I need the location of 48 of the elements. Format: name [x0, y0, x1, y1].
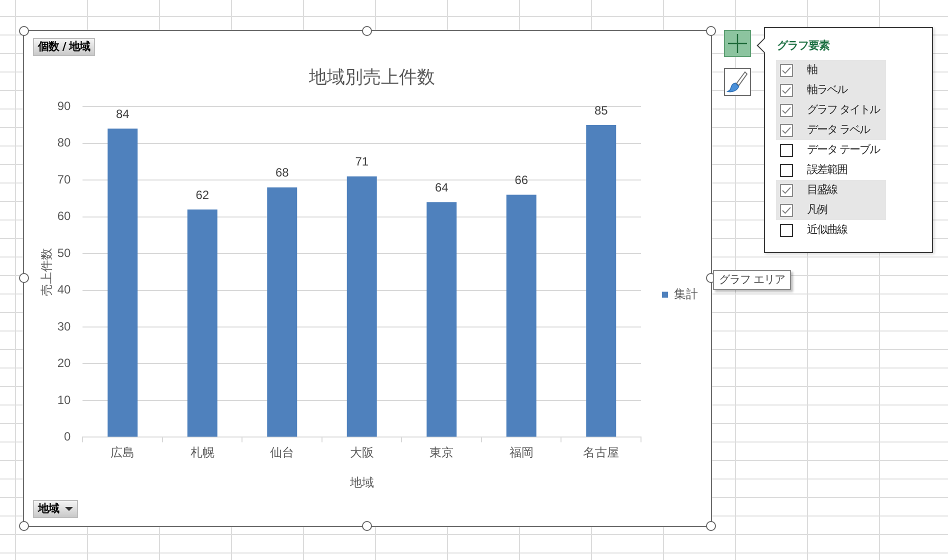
x-tick-label: 東京 — [430, 446, 454, 460]
y-axis-title: 売上件数 — [40, 248, 54, 296]
y-tick-label: 70 — [57, 172, 72, 186]
menu-item: 軸 — [776, 60, 886, 80]
data-label: 71 — [355, 154, 369, 169]
menu-item: 軸ラベル — [776, 80, 886, 100]
y-tick-label: 40 — [57, 282, 72, 297]
menu-item: 目盛線 — [776, 180, 886, 200]
bar — [426, 202, 457, 437]
data-label: 68 — [275, 166, 290, 180]
y-tick-label: 60 — [57, 209, 72, 224]
bar — [346, 176, 377, 437]
data-label: 84 — [116, 106, 130, 121]
tooltip: グラフ エリア — [713, 270, 791, 290]
menu-item: 誤差範囲 — [776, 160, 886, 180]
data-label: 66 — [514, 173, 528, 188]
data-label: 85 — [594, 103, 608, 118]
menu-item: グラフ タイトル — [776, 100, 886, 120]
y-tick-label: 0 — [64, 430, 72, 444]
x-tick-label: 大阪 — [350, 446, 374, 460]
bar — [108, 128, 138, 437]
x-tick-label: 福岡 — [509, 446, 534, 460]
field-button: 地域 — [33, 500, 78, 518]
y-tick-label: 50 — [57, 246, 72, 260]
data-label: 62 — [196, 188, 210, 202]
text: グラフ要素 — [777, 39, 830, 53]
menu-item: 凡例 — [776, 200, 886, 220]
x-tick-label: 仙台 — [270, 446, 294, 460]
bar — [586, 124, 616, 437]
x-tick-label: 広島 — [110, 446, 135, 460]
chart-title: 地域別売上件数 — [308, 66, 435, 87]
menu-item: データ ラベル — [776, 120, 886, 140]
bar — [506, 194, 536, 437]
y-tick-label: 80 — [57, 136, 72, 150]
legend-label: 集計 — [674, 287, 698, 302]
data-label: 64 — [434, 180, 449, 194]
field-button: 個数 / 地域 — [33, 38, 96, 56]
bar — [187, 209, 218, 437]
x-tick-label: 札幌 — [190, 446, 214, 460]
bar — [267, 187, 298, 437]
menu-item: データ テーブル — [776, 140, 886, 160]
menu-item: 近似曲線 — [776, 220, 886, 240]
y-tick-label: 10 — [57, 392, 72, 407]
y-tick-label: 20 — [57, 356, 72, 370]
x-tick-label: 名古屋 — [583, 446, 620, 460]
x-axis-title: 地域 — [348, 476, 374, 490]
y-tick-label: 90 — [57, 98, 72, 113]
y-tick-label: 30 — [57, 319, 72, 334]
